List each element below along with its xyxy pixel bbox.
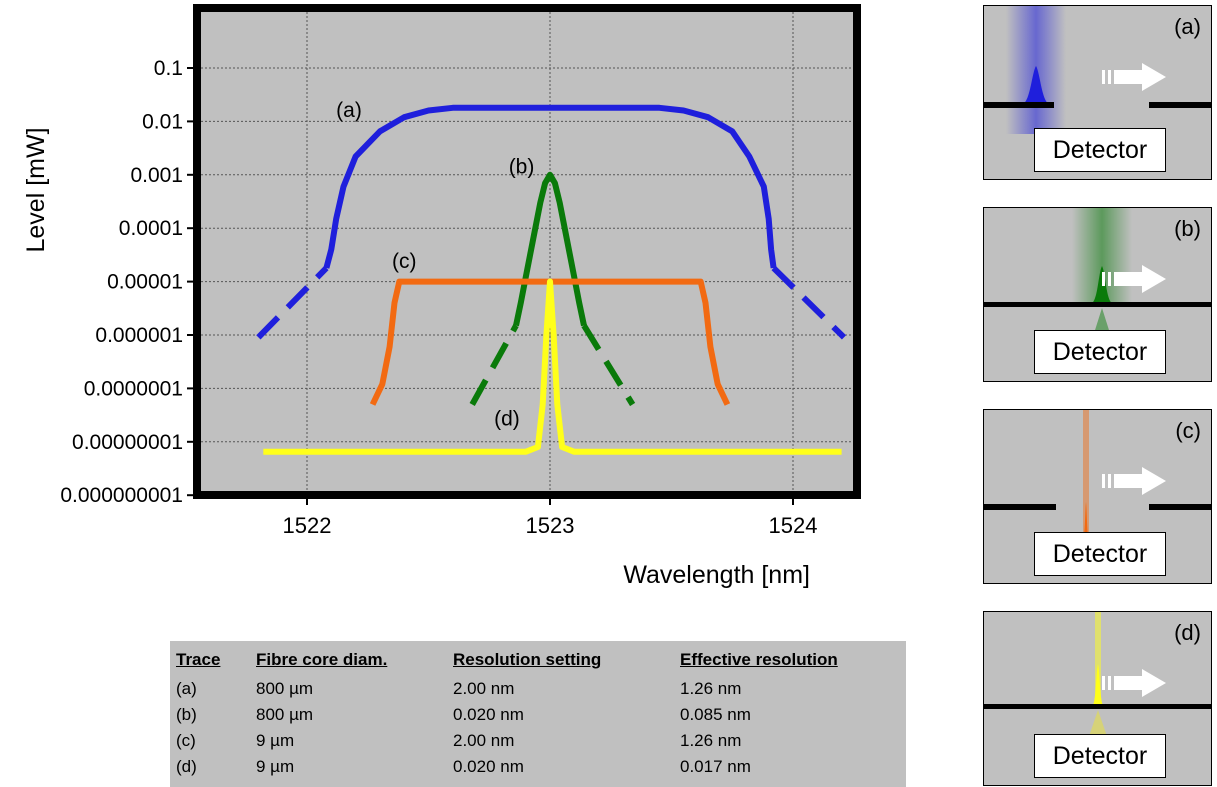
light-arrow-icon (1102, 669, 1166, 697)
table-cell: (c) (176, 731, 196, 750)
table-cell: 2.00 nm (453, 731, 515, 750)
table-cell: 0.085 nm (680, 705, 751, 724)
y-tick-label: 0.000001 (95, 324, 183, 347)
table-cell: 2.00 nm (453, 679, 515, 698)
detector-panel: (b) Detector (983, 207, 1212, 382)
table-cell: 1.26 nm (680, 731, 742, 750)
x-axis-label: Wavelength [nm] (623, 561, 810, 589)
table-cell: 9 µm (256, 757, 295, 776)
panel-illustration (984, 6, 1211, 134)
trace-b-line (513, 171, 587, 327)
detector-panel: (a) Detector (983, 5, 1212, 180)
trace-a-dashed (771, 265, 847, 340)
x-tick-label: 1522 (283, 513, 332, 538)
trace-label: (d) (494, 408, 520, 431)
light-arrow-icon (1102, 265, 1166, 293)
y-tick-label: 0.0000001 (84, 377, 183, 400)
trace-b-dashed (581, 324, 636, 407)
table-cell: (a) (176, 679, 197, 698)
detector-box: Detector (1034, 330, 1166, 374)
spectral-peak (1082, 502, 1090, 544)
panel-label: (c) (1175, 418, 1201, 443)
x-tick-label: 1523 (526, 513, 575, 538)
slit-edge-right (1149, 102, 1211, 108)
beam-glow (1095, 612, 1101, 708)
table-cell: 800 µm (256, 705, 314, 724)
y-tick-label: 0.1 (154, 57, 183, 80)
light-arrow-icon (1102, 467, 1166, 495)
table-header: Trace (176, 650, 221, 669)
table-cell: 9 µm (256, 731, 295, 750)
table-row: (d) 9 µm 0.020 nm 0.017 nm (176, 754, 900, 780)
panel-label: (a) (1174, 14, 1201, 39)
table-row: (b) 800 µm 0.020 nm 0.085 nm (176, 702, 900, 728)
detector-panel: (d) Detector (983, 611, 1212, 786)
detector-panel: (c) Detector (983, 409, 1212, 584)
x-tick-label: 1524 (769, 513, 818, 538)
spectrum-chart: 0.1 0.01 0.001 0.0001 0.00001 0.000001 0.00000… (22, 4, 861, 589)
slit-edge (984, 704, 1211, 709)
table-cell: (d) (176, 757, 197, 776)
table-cell: (b) (176, 705, 197, 724)
slit-edge (984, 302, 1211, 307)
y-tick-label: 0.00000001 (72, 431, 183, 454)
y-tick-label: 0.00001 (107, 271, 183, 294)
y-axis-label: Level [mW] (22, 127, 50, 252)
table-cell: 800 µm (256, 679, 314, 698)
y-tick-label: 0.0001 (119, 217, 183, 240)
trace-a-dashed (256, 265, 329, 340)
trace-a-line (323, 104, 777, 269)
trace-b-dashed (469, 324, 519, 406)
table-header: Effective resolution (680, 650, 838, 669)
y-tick-label: 0.001 (130, 164, 183, 187)
table-header: Fibre core diam. (256, 650, 388, 669)
table-cell: 0.017 nm (680, 757, 751, 776)
panel-illustration (984, 410, 1211, 544)
trace-d-line (263, 278, 842, 455)
trace-label: (c) (392, 250, 417, 273)
detector-box: Detector (1034, 128, 1166, 172)
beam-glow (1083, 410, 1089, 538)
slit-edge-left (984, 102, 1054, 108)
spectral-peak (1022, 66, 1050, 104)
detector-box: Detector (1034, 532, 1166, 576)
detector-box: Detector (1034, 734, 1166, 778)
slit-edge-left (984, 504, 1056, 510)
table-header: Resolution setting (453, 650, 602, 669)
table-row: (c) 9 µm 2.00 nm 1.26 nm (176, 728, 900, 754)
table-row: (a) 800 µm 2.00 nm 1.26 nm (176, 676, 900, 702)
table-cell: 1.26 nm (680, 679, 742, 698)
panel-illustration (984, 208, 1211, 346)
trace-label: (a) (336, 99, 362, 122)
resolution-table: Trace Fibre core diam. Resolution setting E… (170, 641, 906, 787)
table-cell: 0.020 nm (453, 705, 524, 724)
y-tick-label: 0.000000001 (60, 484, 183, 507)
panel-label: (d) (1174, 620, 1201, 645)
trace-label: (b) (509, 156, 535, 179)
light-arrow-icon (1102, 63, 1166, 91)
y-tick-label: 0.01 (142, 110, 183, 133)
slit-edge-right (1149, 504, 1211, 510)
table-cell: 0.020 nm (453, 757, 524, 776)
plot-area (193, 4, 861, 499)
spectral-peak (1092, 664, 1104, 706)
panel-label: (b) (1174, 216, 1201, 241)
